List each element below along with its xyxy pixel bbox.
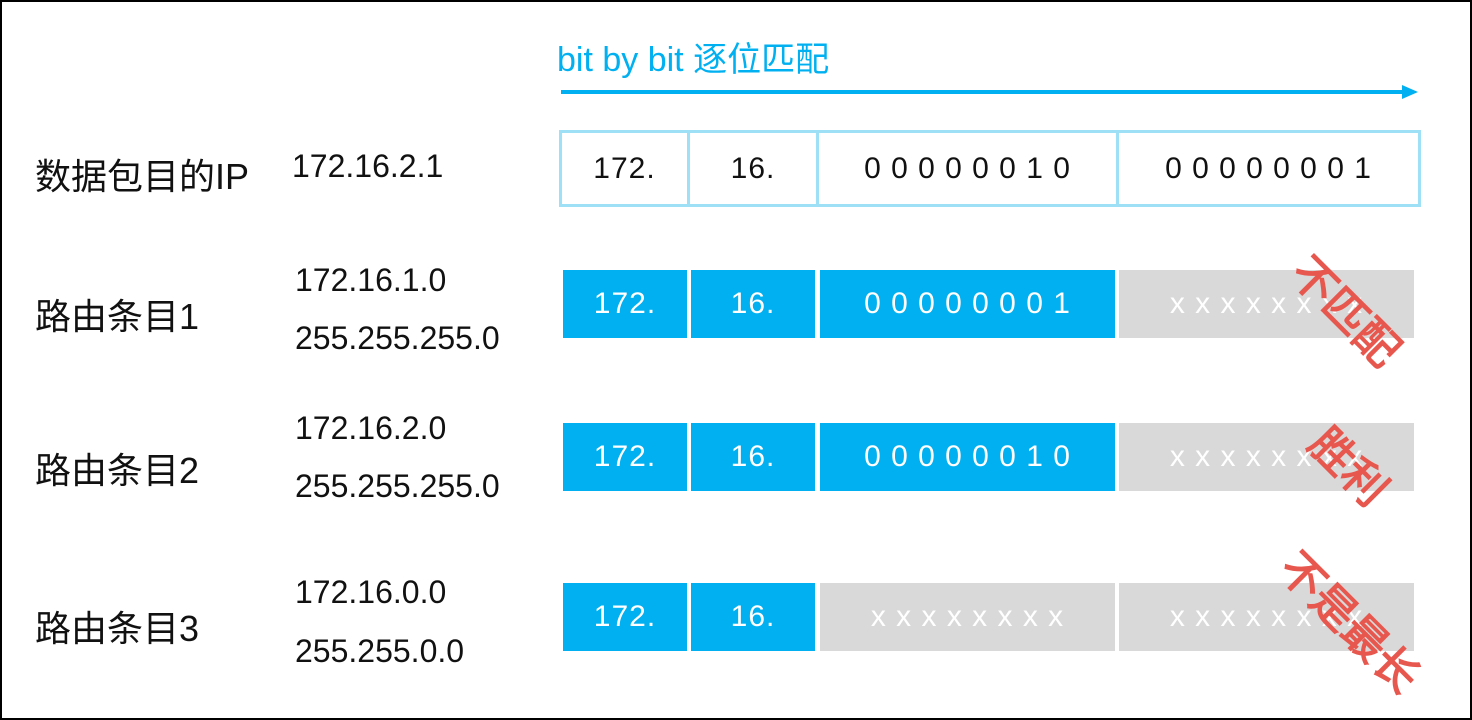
route-2-mask: 255.255.255.0 [295,468,500,504]
route-1-octet-3: 0 0 0 0 0 0 0 1 [820,270,1115,338]
route-2-network: 172.16.2.0 [295,410,447,446]
route-1-mask: 255.255.255.0 [295,320,500,356]
packet-octet-4: 0 0 0 0 0 0 0 1 [1116,130,1421,207]
route-2-octet-2: 16. [691,423,815,491]
route-1-octet-2: 16. [691,270,815,338]
route-1-network: 172.16.1.0 [295,262,447,298]
arrow-right-icon [1402,85,1418,99]
route-2-octet-4: x x x x x x x x [1119,423,1414,491]
route-3-network: 172.16.0.0 [295,574,447,610]
route-3-octet-1: 172. [563,583,687,651]
header-label: bit by bit 逐位匹配 [557,41,830,79]
packet-octet-3: 0 0 0 0 0 0 1 0 [816,130,1119,207]
route-1-octet-4: x x x x x x x x [1119,270,1414,338]
packet-octet-1: 172. [559,130,690,207]
route-3-mask: 255.255.0.0 [295,633,465,669]
packet-octet-2: 16. [687,130,819,207]
route-3-label: 路由条目3 [35,608,200,649]
route-2-label: 路由条目2 [35,450,200,491]
route-1-octet-1: 172. [563,270,687,338]
route-2-octet-3: 0 0 0 0 0 0 1 0 [820,423,1115,491]
route-3-octet-2: 16. [691,583,815,651]
route-1-label: 路由条目1 [35,296,200,337]
route-3-octet-3: x x x x x x x x [820,583,1115,651]
packet-label: 数据包目的IP [35,156,250,197]
route-2-octet-1: 172. [563,423,687,491]
route-3-octet-4: x x x x x x x x [1119,583,1414,651]
packet-ip: 172.16.2.1 [292,148,444,184]
direction-arrow-line [561,90,1404,94]
